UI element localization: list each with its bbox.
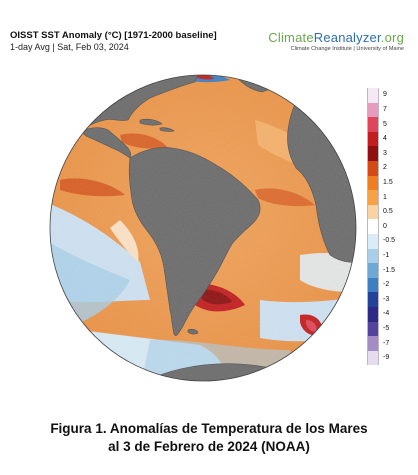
legend-swatch	[367, 350, 379, 366]
legend-label: 0.5	[383, 208, 393, 216]
brand-name-part3: .org	[380, 30, 404, 45]
legend-swatch	[367, 146, 379, 161]
legend-swatch	[367, 263, 379, 278]
legend-label: 3	[383, 149, 387, 157]
legend-swatch	[367, 234, 379, 249]
legend-swatch	[367, 219, 379, 234]
legend-label: 4	[383, 135, 387, 143]
legend-label: 7	[383, 105, 387, 113]
legend-label: 1	[383, 193, 387, 201]
caption-line-1: Figura 1. Anomalías de Temperatura de lo…	[50, 421, 368, 436]
brand-name-part2: Reanalyzer	[313, 30, 381, 45]
legend-swatch	[367, 307, 379, 322]
legend-swatch	[367, 336, 379, 351]
legend-swatch	[367, 102, 379, 118]
map-header-subtitle: 1-day Avg | Sat, Feb 03, 2024	[10, 42, 129, 52]
brand-name: ClimateReanalyzer.org	[268, 30, 404, 45]
legend-label: -1.5	[383, 266, 396, 274]
figure-caption: Figura 1. Anomalías de Temperatura de lo…	[0, 420, 418, 456]
legend-swatch	[367, 204, 379, 220]
legend-label: 0	[383, 222, 387, 230]
legend-swatch	[367, 292, 379, 307]
brand-tagline: Climate Change Institute | University of…	[290, 46, 404, 52]
legend-swatch	[367, 248, 379, 264]
legend-label: 5	[383, 120, 387, 128]
legend-label: -9	[383, 354, 390, 362]
legend-swatch	[367, 175, 379, 191]
globe-outline	[49, 74, 357, 382]
legend-swatch	[367, 117, 379, 132]
legend-label: -5	[383, 324, 390, 332]
legend-label: -1	[383, 251, 390, 259]
legend-label: -3	[383, 295, 390, 303]
legend-label: -0.5	[383, 237, 396, 245]
map-header-title: OISST SST Anomaly (°C) [1971-2000 baseli…	[10, 30, 217, 41]
legend-label: 1.5	[383, 178, 393, 186]
legend-swatch	[367, 321, 379, 337]
legend-label: -4	[383, 310, 390, 318]
globe-ocean	[50, 75, 356, 381]
legend-label: 9	[383, 91, 387, 99]
brand-logo: ClimateReanalyzer.org Climate Change Ins…	[268, 30, 404, 52]
legend-label: 2	[383, 164, 387, 172]
legend-swatch	[367, 88, 379, 103]
brand-name-part1: Climate	[268, 30, 314, 45]
legend-swatch	[367, 190, 379, 205]
caption-line-2: al 3 de Febrero de 2024 (NOAA)	[108, 439, 310, 454]
legend-swatch	[367, 277, 379, 293]
legend-label: -2	[383, 281, 390, 289]
legend-label: -7	[383, 339, 390, 347]
legend-swatch	[367, 161, 379, 176]
legend-swatch	[367, 131, 379, 147]
